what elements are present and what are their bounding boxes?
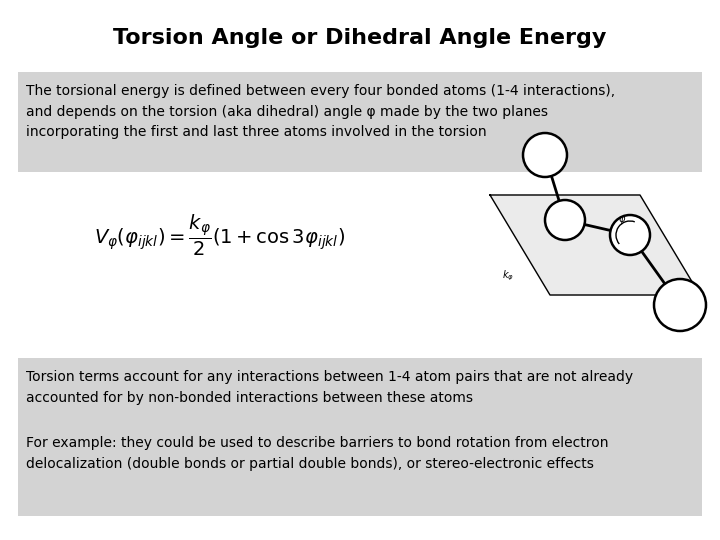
Bar [18,358,702,516]
Bar [18,72,702,172]
Text: The torsional energy is defined between every four bonded atoms (1-4 interaction: The torsional energy is defined between … [26,84,615,139]
Text: Torsion Angle or Dihedral Angle Energy: Torsion Angle or Dihedral Angle Energy [113,28,607,48]
Text: For example: they could be used to describe barriers to bond rotation from elect: For example: they could be used to descr… [26,436,608,470]
Polygon shape [490,195,700,295]
Text: Torsion terms account for any interactions between 1-4 atom pairs that are not a: Torsion terms account for any interactio… [26,370,633,404]
Circle shape [654,279,706,331]
Text: $k_{\varphi}$: $k_{\varphi}$ [502,268,514,283]
Circle shape [523,133,567,177]
Text: $\varphi$: $\varphi$ [618,214,626,226]
Circle shape [545,200,585,240]
Text: $V_{\varphi}(\varphi_{ijkl}) = \dfrac{k_{\varphi}}{2}\left(1 + \cos 3\varphi_{ij: $V_{\varphi}(\varphi_{ijkl}) = \dfrac{k_… [94,212,346,258]
Circle shape [610,215,650,255]
